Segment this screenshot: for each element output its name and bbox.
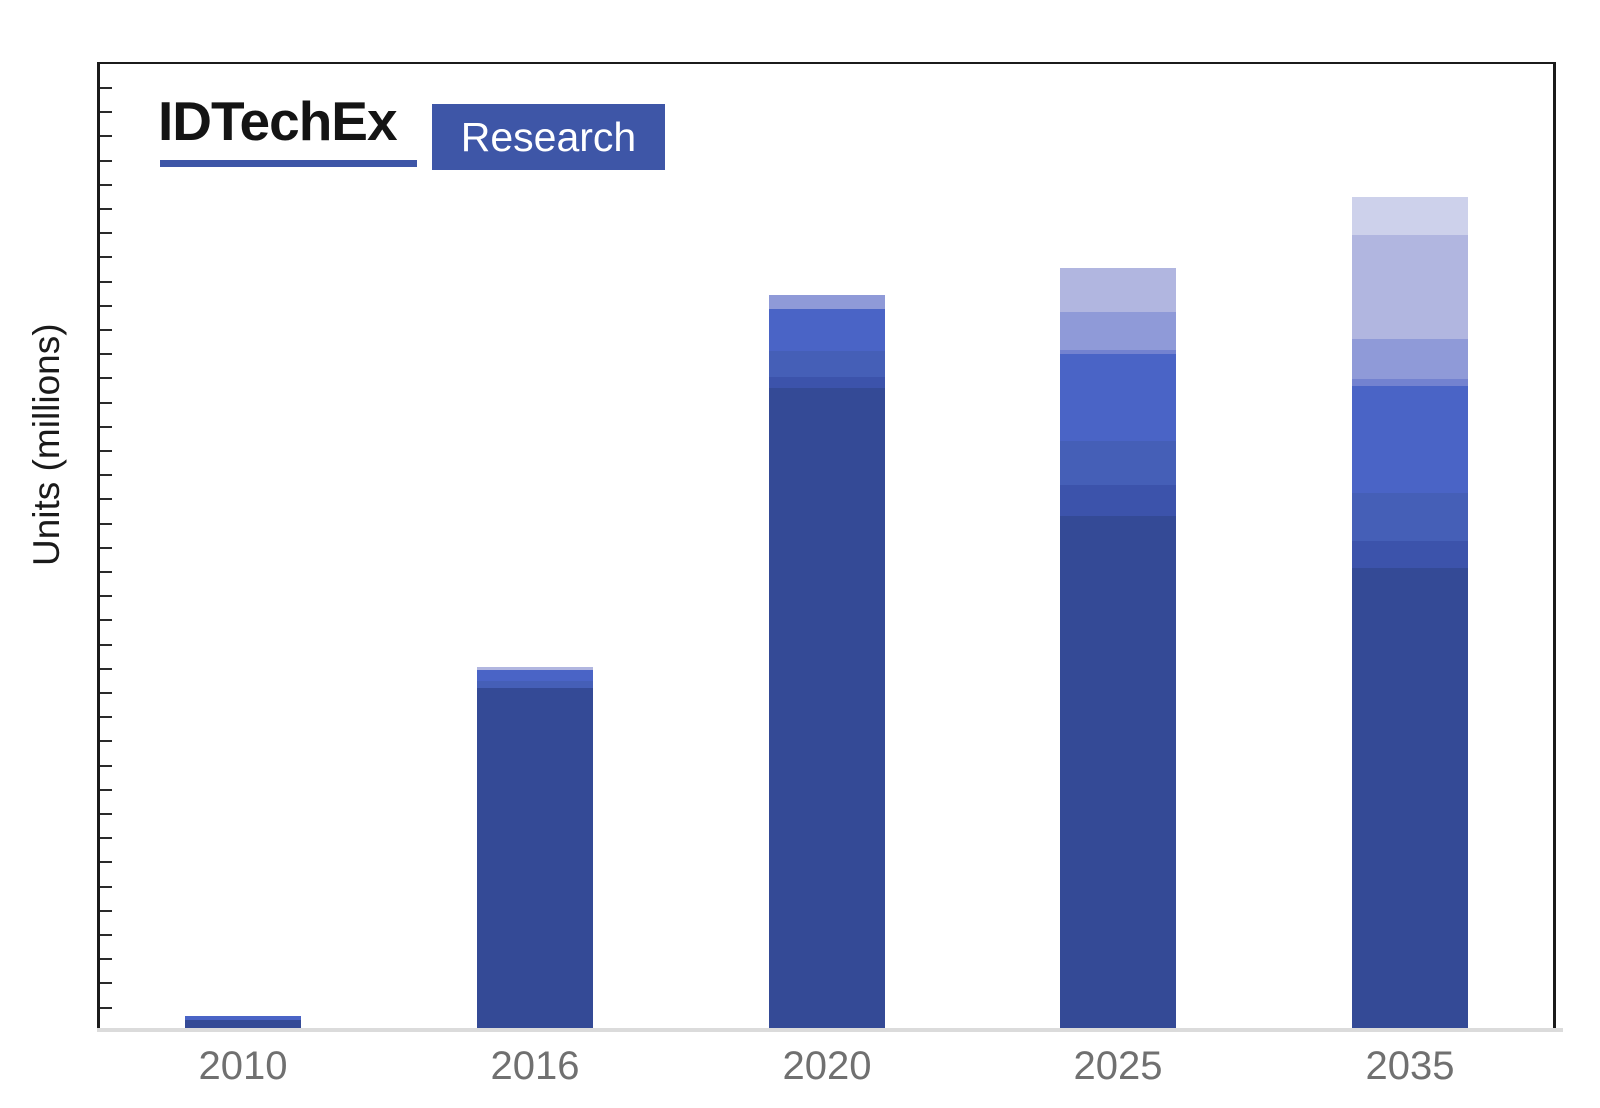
y-axis-tick <box>100 498 112 500</box>
y-axis-tick <box>100 547 112 549</box>
y-axis-tick <box>100 377 112 379</box>
y-axis-tick <box>100 281 112 283</box>
y-axis-tick <box>100 426 112 428</box>
y-axis-tick <box>100 474 112 476</box>
y-axis-tick <box>100 644 112 646</box>
bar-segment <box>185 1016 301 1021</box>
bar-segment <box>477 667 593 670</box>
y-axis-tick <box>100 160 112 162</box>
y-axis-tick <box>100 232 112 234</box>
y-axis-tick <box>100 958 112 960</box>
idtechex-logo: IDTechEx <box>158 90 398 152</box>
bar-segment <box>1352 338 1468 379</box>
x-tick-label-2025: 2025 <box>1073 1044 1163 1088</box>
y-axis-tick <box>100 692 112 694</box>
y-axis-tick <box>100 789 112 791</box>
y-axis-tick <box>100 910 112 912</box>
y-axis-tick <box>100 886 112 888</box>
y-axis-tick <box>100 765 112 767</box>
bar-segment <box>477 669 593 681</box>
y-axis-tick <box>100 523 112 525</box>
bar-segment <box>1352 492 1468 542</box>
bar-segment <box>1352 541 1468 569</box>
x-tick-label-2035: 2035 <box>1365 1044 1455 1088</box>
bar-segment <box>769 308 885 352</box>
bar-segment <box>769 351 885 377</box>
bar-segment <box>1352 386 1468 493</box>
bar-segment <box>477 688 593 1028</box>
y-axis-tick <box>100 329 112 331</box>
y-axis-tick <box>100 740 112 742</box>
y-axis-tick <box>100 1007 112 1009</box>
bar-segment <box>769 295 885 309</box>
y-axis-tick <box>100 982 112 984</box>
y-axis-tick <box>100 111 112 113</box>
bar-segment <box>185 1020 301 1028</box>
y-axis-tick <box>100 208 112 210</box>
bar-segment <box>1060 354 1176 442</box>
x-tick-label-2020: 2020 <box>782 1044 872 1088</box>
bar-2010 <box>185 1016 301 1028</box>
bar-segment <box>1352 235 1468 339</box>
y-axis-tick <box>100 716 112 718</box>
bar-segment <box>1060 484 1176 516</box>
y-axis-tick <box>100 861 112 863</box>
bar-segment <box>1352 568 1468 1028</box>
y-axis-tick <box>100 450 112 452</box>
bar-segment <box>769 376 885 389</box>
plot-frame <box>97 62 1556 1030</box>
y-axis-tick <box>100 619 112 621</box>
research-badge: Research <box>432 104 665 170</box>
bar-2035 <box>1352 197 1468 1028</box>
bar-2016 <box>477 667 593 1028</box>
y-axis-tick <box>100 353 112 355</box>
bar-2025 <box>1060 268 1176 1028</box>
logo-underline <box>160 160 417 167</box>
y-axis-tick <box>100 256 112 258</box>
y-axis-tick <box>100 813 112 815</box>
bar-segment <box>477 680 593 689</box>
x-axis-baseline <box>97 1028 1563 1032</box>
y-axis-tick <box>100 135 112 137</box>
bar-2020 <box>769 295 885 1028</box>
y-axis-tick <box>100 305 112 307</box>
y-axis-tick <box>100 87 112 89</box>
x-tick-label-2016: 2016 <box>490 1044 580 1088</box>
bar-segment <box>1060 311 1176 351</box>
bar-segment <box>1060 515 1176 1028</box>
y-axis-tick <box>100 571 112 573</box>
y-axis-tick <box>100 184 112 186</box>
y-axis-tick <box>100 668 112 670</box>
y-axis-tick <box>100 595 112 597</box>
bar-segment <box>1352 197 1468 236</box>
bar-segment <box>1060 350 1176 355</box>
y-axis-tick <box>100 837 112 839</box>
bar-segment <box>769 388 885 1028</box>
y-axis-title: Units (millions) <box>26 323 67 566</box>
bar-segment <box>1060 441 1176 485</box>
bar-segment <box>1352 378 1468 387</box>
y-axis-tick <box>100 934 112 936</box>
y-axis-tick <box>100 402 112 404</box>
bar-segment <box>1060 268 1176 312</box>
x-tick-label-2010: 2010 <box>198 1044 288 1088</box>
